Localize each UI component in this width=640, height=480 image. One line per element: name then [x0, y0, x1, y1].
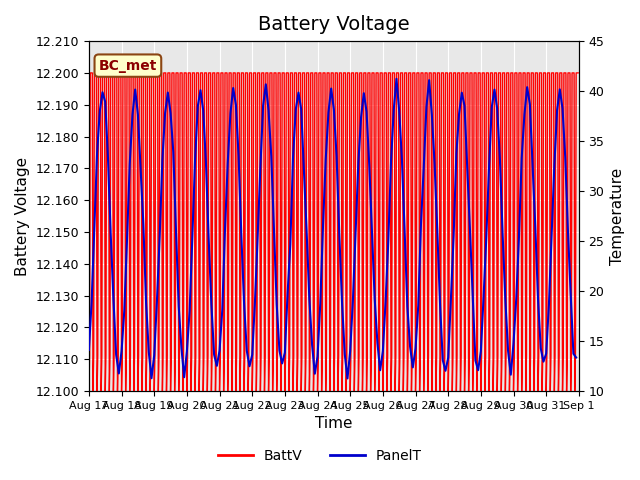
Text: BC_met: BC_met: [99, 59, 157, 72]
Title: Battery Voltage: Battery Voltage: [258, 15, 410, 34]
Legend: BattV, PanelT: BattV, PanelT: [212, 443, 428, 468]
Y-axis label: Temperature: Temperature: [610, 168, 625, 265]
Y-axis label: Battery Voltage: Battery Voltage: [15, 156, 30, 276]
X-axis label: Time: Time: [315, 417, 353, 432]
